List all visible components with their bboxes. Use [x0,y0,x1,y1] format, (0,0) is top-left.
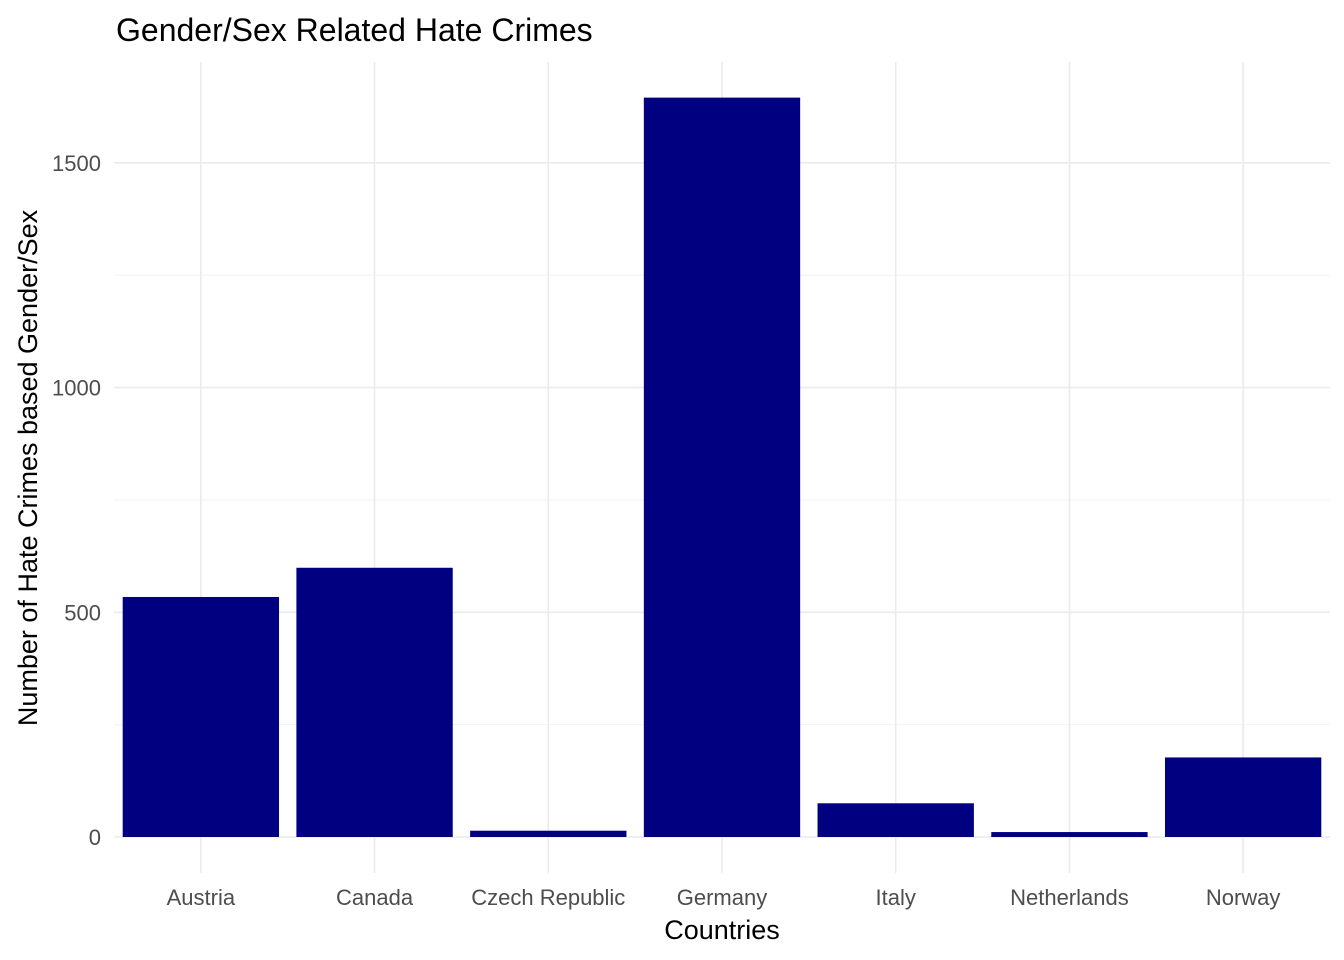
x-tick-label: Austria [167,885,236,910]
bar-norway [1164,757,1322,837]
bar-italy [817,803,974,837]
bar-canada [296,567,453,837]
bar-austria [122,596,280,837]
y-tick-label: 500 [64,600,101,625]
bars [122,97,1322,838]
x-tick-label: Italy [876,885,916,910]
x-tick-label: Netherlands [1010,885,1129,910]
bar-netherlands [991,832,1148,837]
x-tick-label: Czech Republic [471,885,625,910]
x-tick-label: Germany [677,885,767,910]
y-tick-label: 0 [89,825,101,850]
chart-title: Gender/Sex Related Hate Crimes [116,12,593,48]
y-tick-label: 1500 [52,151,101,176]
bar-czech-republic [470,830,627,837]
y-tick-labels: 0 500 1000 1500 [52,151,101,850]
bar-germany [643,97,801,838]
x-tick-label: Norway [1206,885,1281,910]
x-tick-label: Canada [336,885,414,910]
x-tick-labels: Austria Canada Czech Republic Germany Italy N… [167,885,1281,910]
x-axis-title: Countries [664,915,780,945]
y-tick-label: 1000 [52,376,101,401]
y-axis-title: Number of Hate Crimes based Gender/Sex [13,209,43,726]
